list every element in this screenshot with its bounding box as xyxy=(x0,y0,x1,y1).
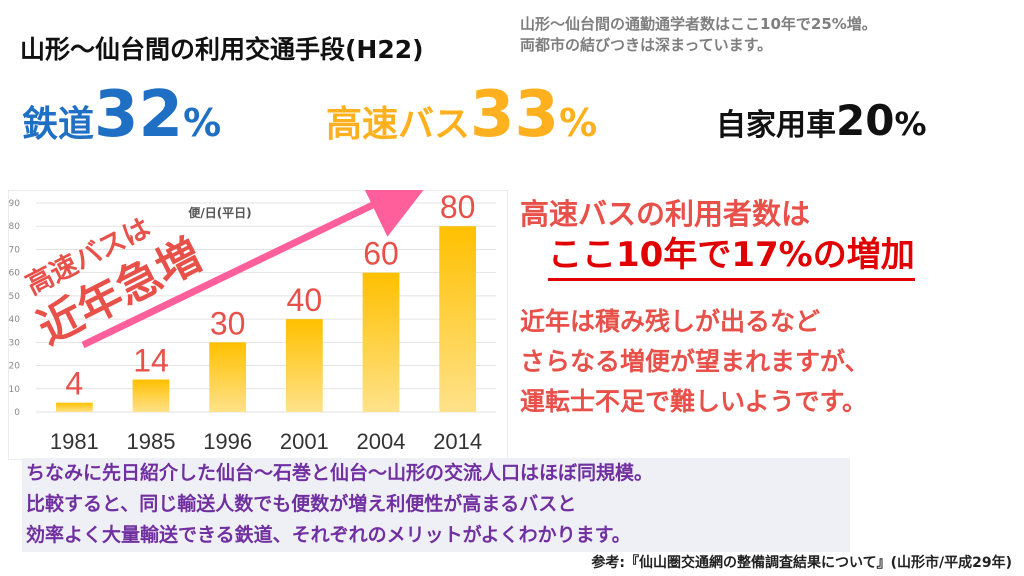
x-tick-label: 2004 xyxy=(357,429,406,454)
rail-share-unit: % xyxy=(183,101,222,145)
right-line-2: ここ10年で17%の増加 xyxy=(548,232,915,281)
rail-share: 鉄道32% xyxy=(22,78,221,152)
y-tick-label: 20 xyxy=(9,362,21,372)
y-tick-label: 10 xyxy=(9,385,21,395)
y-tick-label: 70 xyxy=(9,245,21,255)
bus-share-label: 高速バス xyxy=(326,104,471,145)
x-tick-label: 2014 xyxy=(433,429,482,454)
bar xyxy=(209,342,247,412)
car-share-number: 20 xyxy=(836,96,895,145)
x-tick-label: 1996 xyxy=(203,429,252,454)
commuter-note-line-1: 山形～仙台間の通勤通学者数はここ10年で25%増。 xyxy=(520,15,877,33)
bar xyxy=(55,402,93,412)
growth-arrow xyxy=(81,190,436,349)
bus-share-unit: % xyxy=(559,101,598,145)
rail-share-number: 32 xyxy=(94,78,184,152)
x-tick-label: 2001 xyxy=(280,429,329,454)
bottom-note-box xyxy=(22,458,850,552)
y-tick-label: 50 xyxy=(9,292,21,302)
bus-share-number: 33 xyxy=(470,78,560,152)
unit-label: 便/日(平日) xyxy=(188,205,251,220)
y-tick-label: 40 xyxy=(9,315,21,325)
bar-value-label: 4 xyxy=(65,366,83,402)
y-tick-label: 0 xyxy=(14,408,20,418)
bottom-line-2: 比較すると、同じ輸送人数でも便数が増え利便性が高まるバスと xyxy=(26,493,577,515)
x-tick-label: 1985 xyxy=(127,429,176,454)
y-tick-label: 60 xyxy=(9,269,21,279)
commuter-note-line-2: 両都市の結びつきは深まっています。 xyxy=(520,36,773,54)
bar-value-label: 40 xyxy=(287,282,323,318)
bottom-note: ちなみに先日紹介した仙台～石巻と仙台～山形の交流人口はほぼ同規模。 比較すると、… xyxy=(26,458,653,551)
x-tick-label: 1981 xyxy=(50,429,99,454)
car-share-unit: % xyxy=(894,105,927,143)
y-tick-label: 80 xyxy=(9,222,21,232)
right-line-1: 高速バスの利用者数は xyxy=(520,197,811,231)
right-line-3: 近年は積み残しが出るなど xyxy=(520,307,821,336)
right-paragraph: 近年は積み残しが出るなど さらなる増便が望まれますが、 運転士不足で難しいようで… xyxy=(520,302,990,422)
bottom-line-1: ちなみに先日紹介した仙台～石巻と仙台～山形の交流人口はほぼ同規模。 xyxy=(26,462,654,484)
bar xyxy=(285,319,323,412)
bus-frequency-chart: 0 10 20 30 40 50 60 70 80 90 4 14 30 40 60 80 1981 1985… xyxy=(8,190,508,460)
bar-value-label: 60 xyxy=(363,236,399,272)
bar-value-label: 80 xyxy=(440,190,476,225)
bottom-line-3: 効率よく大量輸送できる鉄道、それぞれのメリットがよくわかります。 xyxy=(26,524,631,546)
y-tick-label: 90 xyxy=(9,199,21,209)
bar-value-label: 30 xyxy=(210,305,246,341)
right-line-4: さらなる増便が望まれますが、 xyxy=(520,347,870,376)
car-share-label: 自家用車 xyxy=(716,108,836,143)
bar xyxy=(132,379,170,412)
right-line-5: 運転士不足で難しいようです。 xyxy=(520,387,868,416)
y-tick-label: 30 xyxy=(9,338,21,348)
rail-share-label: 鉄道 xyxy=(22,104,95,145)
page-title: 山形～仙台間の利用交通手段(H22) xyxy=(20,35,424,64)
bus-share: 高速バス33% xyxy=(326,78,597,152)
bar xyxy=(362,272,400,412)
commuter-note: 山形～仙台間の通勤通学者数はここ10年で25%増。 両都市の結びつきは深まってい… xyxy=(520,14,877,56)
car-share: 自家用車20% xyxy=(716,96,927,145)
bar-value-label: 14 xyxy=(133,342,169,378)
source-citation: 参考:『仙山圏交通網の整備調査結果について』(山形市/平成29年) xyxy=(591,555,1012,571)
bar xyxy=(439,226,477,412)
